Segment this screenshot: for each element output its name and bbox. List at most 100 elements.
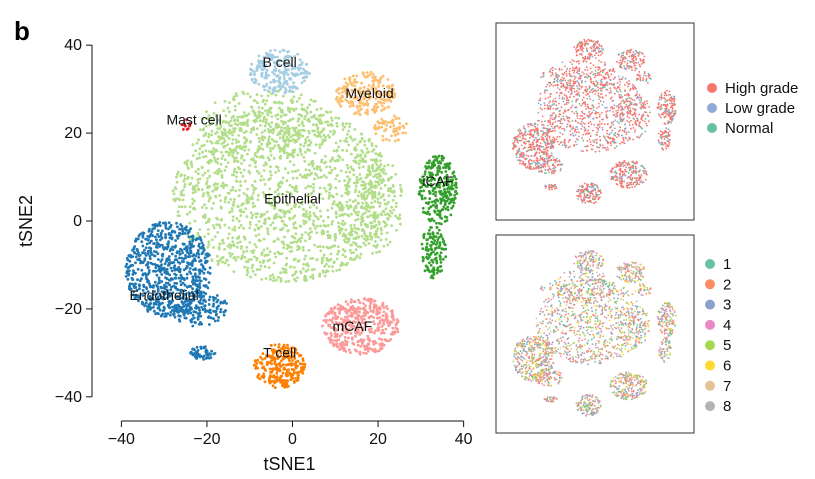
point: [312, 123, 315, 127]
point: [257, 373, 261, 376]
point: [200, 306, 204, 309]
point: [193, 320, 197, 324]
point: [276, 117, 280, 121]
point: [301, 246, 305, 249]
point: [323, 264, 327, 268]
point: [439, 201, 443, 205]
point: [291, 126, 295, 130]
point: [331, 244, 335, 248]
point: [298, 96, 301, 100]
point: [154, 266, 158, 270]
point: [295, 176, 299, 180]
point: [239, 210, 243, 214]
inset-point: [575, 143, 578, 146]
point: [346, 175, 349, 179]
point: [288, 191, 291, 195]
inset-point: [538, 99, 540, 102]
point: [257, 106, 261, 109]
point: [147, 229, 151, 233]
point: [243, 114, 247, 118]
point: [320, 257, 324, 260]
point: [262, 248, 266, 252]
point: [348, 248, 352, 252]
inset-point: [600, 122, 603, 125]
point: [247, 169, 251, 173]
point: [296, 248, 299, 252]
point: [186, 166, 190, 170]
point: [274, 125, 278, 129]
point: [437, 154, 441, 158]
point: [352, 223, 356, 227]
inset-point: [569, 133, 572, 136]
point: [438, 241, 442, 245]
point: [247, 112, 251, 116]
point: [254, 273, 257, 276]
point: [265, 99, 269, 103]
cluster-epithelial-points: [171, 89, 404, 283]
point: [164, 226, 168, 230]
point: [273, 48, 277, 52]
point: [269, 149, 272, 153]
point: [382, 179, 386, 183]
point: [205, 110, 208, 113]
point: [193, 199, 196, 203]
inset-point: [576, 114, 579, 117]
point: [289, 135, 293, 139]
point: [169, 278, 172, 282]
point: [131, 273, 135, 276]
point: [275, 371, 279, 375]
inset-point: [563, 129, 566, 132]
point: [328, 187, 332, 191]
point: [296, 244, 300, 248]
point: [361, 165, 365, 169]
point: [234, 92, 238, 95]
point: [315, 231, 319, 235]
point: [278, 106, 281, 110]
inset-point: [606, 109, 609, 112]
point: [446, 205, 450, 209]
point: [192, 268, 195, 271]
point: [359, 177, 363, 180]
point: [221, 154, 225, 158]
point: [315, 123, 318, 127]
point: [267, 178, 271, 182]
point: [269, 107, 272, 111]
point: [153, 280, 157, 284]
point: [279, 129, 283, 132]
point: [169, 225, 172, 229]
inset-point: [587, 105, 589, 108]
point: [193, 257, 196, 260]
point: [380, 338, 384, 341]
point: [251, 201, 255, 205]
point: [196, 231, 200, 235]
point: [453, 194, 456, 197]
point: [177, 270, 181, 273]
inset-point: [537, 102, 540, 105]
point: [236, 204, 240, 208]
point: [378, 168, 382, 172]
point: [188, 267, 192, 270]
point: [315, 216, 319, 219]
point: [260, 251, 264, 255]
point: [379, 174, 383, 178]
point: [178, 314, 182, 318]
point: [196, 248, 200, 252]
inset-point: [552, 112, 555, 114]
point: [296, 364, 299, 368]
point: [148, 296, 152, 300]
point: [169, 233, 173, 237]
point: [279, 154, 283, 158]
point: [190, 264, 194, 267]
point: [278, 361, 282, 365]
inset-point: [569, 106, 572, 109]
point: [216, 127, 220, 130]
point: [215, 254, 219, 258]
point: [251, 109, 255, 113]
point: [276, 89, 280, 93]
point: [268, 86, 272, 90]
inset-point: [565, 94, 567, 97]
point: [171, 245, 175, 249]
point: [363, 183, 367, 187]
point: [340, 96, 344, 99]
point: [269, 223, 273, 227]
